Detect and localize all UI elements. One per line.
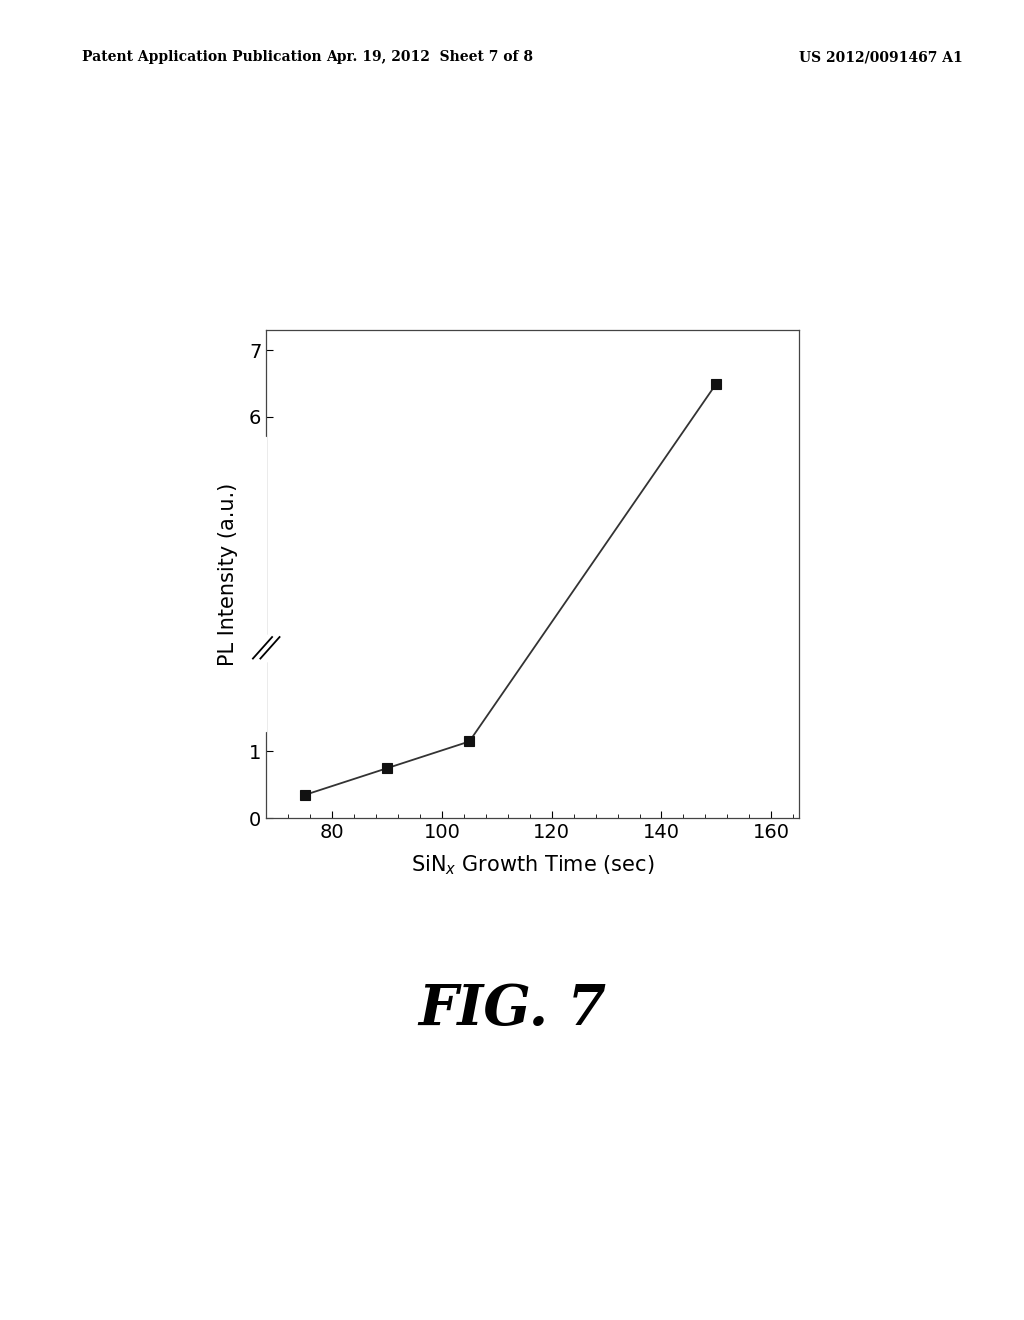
X-axis label: SiN$_x$ Growth Time (sec): SiN$_x$ Growth Time (sec)	[411, 853, 654, 876]
Bar	[261, 437, 266, 731]
Bar	[259, 635, 281, 661]
Text: US 2012/0091467 A1: US 2012/0091467 A1	[799, 50, 963, 65]
Y-axis label: PL Intensity (a.u.): PL Intensity (a.u.)	[218, 483, 238, 665]
Text: Patent Application Publication: Patent Application Publication	[82, 50, 322, 65]
Text: FIG. 7: FIG. 7	[418, 982, 606, 1038]
Bar	[252, 635, 273, 661]
Text: Apr. 19, 2012  Sheet 7 of 8: Apr. 19, 2012 Sheet 7 of 8	[327, 50, 534, 65]
